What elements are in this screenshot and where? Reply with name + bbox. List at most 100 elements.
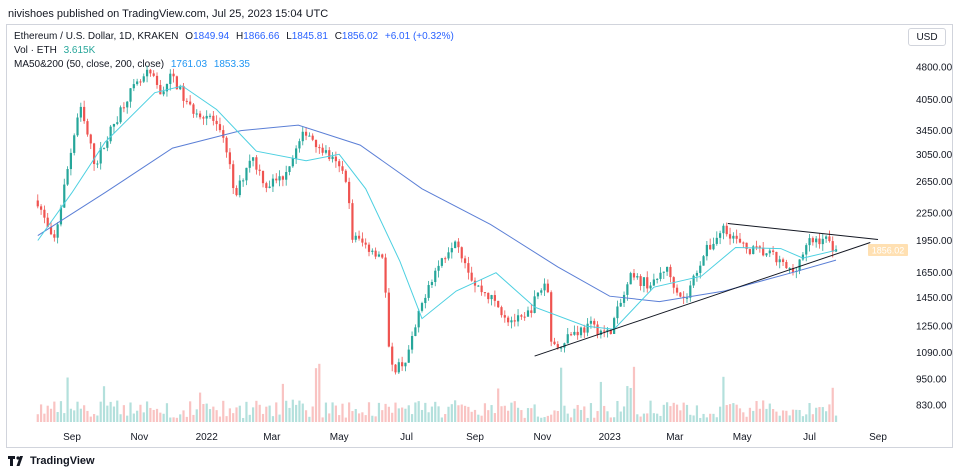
volume-bar bbox=[361, 412, 364, 422]
volume-bar bbox=[354, 409, 357, 422]
volume-bar bbox=[102, 386, 106, 422]
candle bbox=[639, 274, 642, 291]
candle bbox=[791, 263, 795, 276]
volume-bar bbox=[43, 413, 46, 422]
candle bbox=[86, 118, 89, 137]
volume-bar bbox=[742, 412, 745, 422]
volume-bar bbox=[619, 411, 622, 422]
candle bbox=[427, 280, 430, 301]
candle bbox=[460, 246, 463, 263]
last-price-tag-text: 1856.02 bbox=[872, 246, 905, 256]
volume-bar bbox=[407, 405, 410, 422]
volume-bar bbox=[404, 408, 407, 422]
volume-bar bbox=[89, 416, 92, 422]
volume-bar bbox=[169, 417, 172, 422]
candle bbox=[642, 277, 646, 293]
candle bbox=[381, 253, 384, 259]
open-value: 1849.94 bbox=[193, 31, 230, 42]
time-tick-label: 2023 bbox=[599, 432, 622, 443]
candle bbox=[758, 245, 761, 253]
volume-bar bbox=[437, 406, 440, 422]
candle bbox=[695, 270, 699, 282]
volume-bar bbox=[427, 412, 430, 422]
candle bbox=[397, 358, 400, 374]
volume-bar bbox=[324, 402, 328, 422]
volume-bar bbox=[500, 406, 503, 422]
volume-bar bbox=[540, 417, 543, 422]
volume-bar bbox=[596, 411, 599, 422]
volume-bar bbox=[682, 402, 685, 422]
volume-bar bbox=[599, 381, 602, 422]
volume-bar bbox=[556, 410, 559, 422]
candle bbox=[394, 363, 397, 375]
trendline-lower[interactable] bbox=[534, 242, 871, 357]
volume-bar bbox=[454, 400, 457, 422]
candle bbox=[56, 222, 59, 244]
candle bbox=[444, 256, 447, 263]
volume-bar bbox=[603, 405, 606, 422]
candle bbox=[675, 284, 679, 296]
candle bbox=[149, 68, 152, 77]
candle bbox=[493, 290, 496, 307]
candle bbox=[46, 213, 49, 228]
volume-bar bbox=[225, 416, 228, 422]
volume-bar bbox=[616, 400, 619, 422]
volume-bar bbox=[569, 417, 573, 422]
time-tick-label: May bbox=[330, 432, 349, 443]
candle bbox=[53, 229, 56, 242]
candle bbox=[722, 223, 725, 240]
ma-label[interactable]: MA50&200 (50, close, 200, close) bbox=[14, 59, 165, 70]
candle bbox=[159, 79, 162, 95]
candle bbox=[92, 142, 96, 171]
candle bbox=[288, 166, 291, 176]
currency-button[interactable]: USD bbox=[908, 28, 946, 46]
ma50-line bbox=[37, 85, 837, 330]
volume-bar bbox=[410, 414, 414, 422]
volume-bar bbox=[818, 407, 821, 422]
candle bbox=[543, 278, 546, 296]
volume-bar bbox=[487, 410, 490, 422]
candle bbox=[772, 246, 775, 256]
volume-bar bbox=[116, 400, 119, 422]
candle bbox=[391, 342, 394, 372]
volume-bar bbox=[606, 411, 609, 422]
volume-bar bbox=[646, 413, 649, 422]
close-value: 1856.02 bbox=[341, 31, 379, 42]
volume-bar bbox=[321, 417, 324, 422]
candle bbox=[656, 278, 659, 284]
candle bbox=[169, 69, 172, 91]
volume-label[interactable]: Vol · ETH bbox=[14, 45, 57, 56]
candle bbox=[367, 242, 371, 257]
volume-bar bbox=[821, 407, 824, 422]
candle bbox=[662, 271, 665, 280]
candle bbox=[457, 238, 460, 253]
volume-bar bbox=[447, 406, 450, 422]
symbol-name[interactable]: Ethereum / U.S. Dollar, 1D, KRAKEN bbox=[14, 31, 179, 42]
trendline-upper[interactable] bbox=[727, 222, 879, 241]
volume-bar bbox=[765, 408, 768, 422]
candle bbox=[586, 318, 589, 337]
volume-bar bbox=[758, 408, 761, 422]
volume-bar bbox=[76, 401, 79, 422]
price-tick-label: 1650.00 bbox=[916, 268, 953, 279]
price-tick-label: 2650.00 bbox=[916, 177, 953, 188]
volume-bar bbox=[278, 414, 281, 422]
volume-bar bbox=[530, 408, 533, 422]
candle bbox=[275, 173, 278, 184]
tradingview-logo[interactable]: TradingView bbox=[8, 455, 95, 467]
candle bbox=[321, 143, 324, 156]
candle bbox=[218, 117, 222, 133]
volume-bar bbox=[629, 387, 632, 422]
candle bbox=[301, 127, 304, 146]
candle bbox=[198, 110, 202, 120]
price-axis: 4800.00 4050.00 3450.00 3050.00 2650.00 2250.… bbox=[916, 63, 953, 412]
candle bbox=[805, 243, 808, 262]
volume-bar bbox=[702, 413, 705, 422]
candle bbox=[404, 362, 407, 372]
ma-legend: MA50&200 (50, close, 200, close) 1761.03… bbox=[14, 59, 250, 70]
candle bbox=[384, 253, 387, 298]
candle bbox=[636, 273, 639, 280]
volume-bar bbox=[212, 406, 215, 422]
volume-bar bbox=[53, 401, 56, 422]
